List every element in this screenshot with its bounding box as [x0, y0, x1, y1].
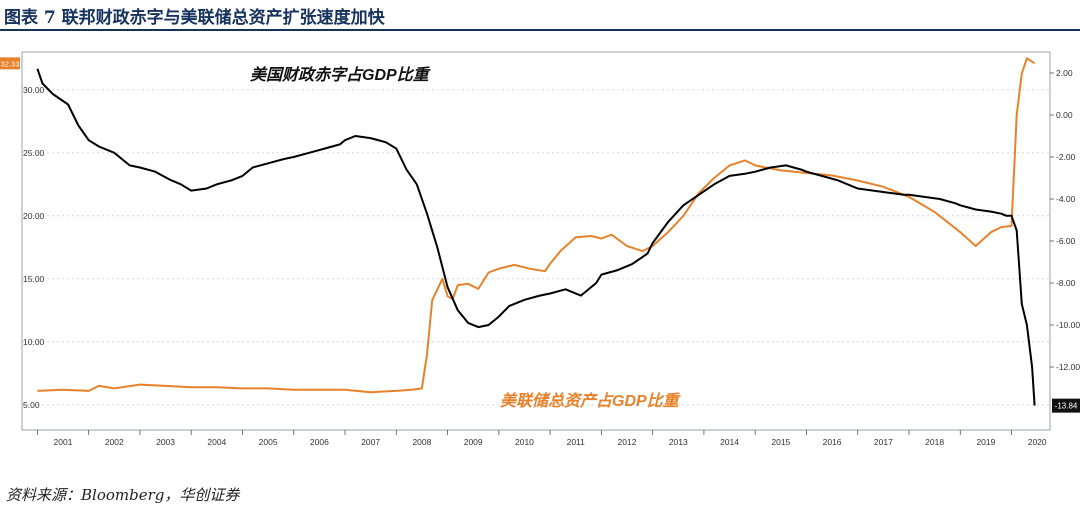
x-tick-label: 2019: [976, 437, 995, 447]
x-tick-label: 2010: [515, 437, 534, 447]
x-tick-label: 2003: [156, 437, 175, 447]
chart-area: 30.00 25.00 20.00 15.00 10.00 5.00 2.00 0.00 -2.…: [0, 34, 1080, 474]
dual-axis-line-chart: 30.00 25.00 20.00 15.00 10.00 5.00 2.00 0.00 -2.…: [0, 51, 1080, 447]
axis-layer: 30.00 25.00 20.00 15.00 10.00 5.00 2.00 0.00 -2.…: [21, 51, 1080, 447]
left-tick-label: 15.00: [23, 274, 45, 284]
x-tick-label: 2008: [412, 437, 431, 447]
plot-frame: [21, 51, 1051, 431]
left-tick-label: 25.00: [23, 148, 45, 158]
x-tick-label: 2002: [105, 437, 124, 447]
right-tick-label: 0.00: [1056, 110, 1073, 120]
right-tick-label: -10.00: [1056, 320, 1080, 330]
right-tick-label: -4.00: [1056, 194, 1076, 204]
x-tick-label: 2005: [259, 437, 278, 447]
right-tick-label: -2.00: [1056, 152, 1076, 162]
x-tick-label: 2011: [567, 437, 586, 447]
x-tick-label: 2017: [874, 437, 893, 447]
x-tick-label: 2009: [464, 437, 483, 447]
figure-title-bar: 图表 7 联邦财政赤字与美联储总资产扩张速度加快: [0, 0, 1080, 31]
fed-assets-annotation: 美联储总资产占GDP比重: [500, 392, 682, 410]
x-tick-label: 2004: [207, 437, 226, 447]
x-tick-label: 2020: [1028, 437, 1047, 447]
deficit-annotation: 美国财政赤字占GDP比重: [250, 66, 432, 84]
source-note: 资料来源：Bloomberg，华创证券: [6, 486, 240, 504]
figure-title: 图表 7 联邦财政赤字与美联储总资产扩张速度加快: [4, 8, 385, 28]
x-tick-label: 2007: [361, 437, 380, 447]
x-tick-label: 2016: [823, 437, 842, 447]
right-tick-label: -8.00: [1056, 278, 1076, 288]
left-tick-label: 20.00: [23, 211, 45, 221]
right-tick-label: -6.00: [1056, 236, 1076, 246]
series-line-fiscal-deficit: [36, 68, 1036, 406]
deficit-value-label: -13.84: [1055, 402, 1078, 411]
x-tick-label: 2013: [669, 437, 688, 447]
right-tick-label: -12.00: [1056, 362, 1080, 372]
title-underline: [0, 29, 1080, 31]
series-layer: [36, 57, 1036, 406]
grid-layer: [22, 89, 1050, 406]
x-tick-label: 2018: [925, 437, 944, 447]
series-line-fed-assets: [37, 57, 1036, 394]
x-tick-label: 2012: [618, 437, 637, 447]
x-tick-label: 2006: [310, 437, 329, 447]
fed-assets-value-flag: [0, 57, 20, 70]
x-tick-label: 2001: [54, 437, 73, 447]
fed-assets-value-label: 32.33: [1, 59, 20, 68]
deficit-value-flag: [1052, 398, 1080, 413]
left-tick-label: 10.00: [23, 337, 45, 347]
right-tick-label: 2.00: [1056, 68, 1073, 78]
x-tick-label: 2015: [771, 437, 790, 447]
left-tick-label: 30.00: [23, 85, 45, 95]
left-tick-label: 5.00: [23, 400, 40, 410]
x-tick-label: 2014: [720, 437, 739, 447]
